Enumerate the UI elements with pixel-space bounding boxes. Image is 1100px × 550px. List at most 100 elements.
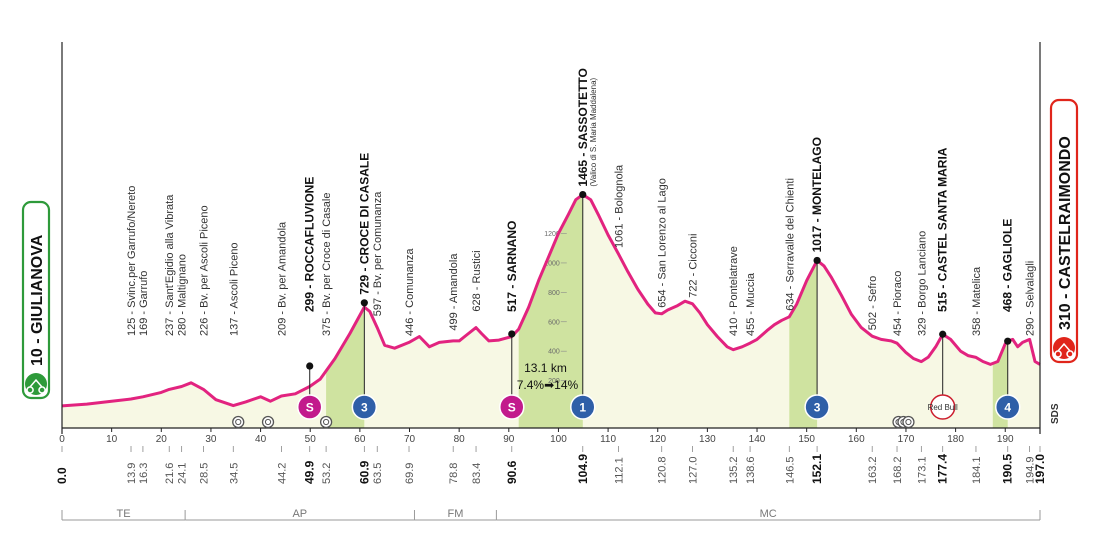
x-tick-label: 160 xyxy=(848,434,865,445)
waypoint-label: 226 - Bv. per Ascoli Piceno xyxy=(199,205,211,336)
altitude-tick-label: 200 xyxy=(548,378,560,385)
waypoint-label-major: 729 - CROCE DI CASALE xyxy=(357,153,371,295)
x-tick-label: 100 xyxy=(550,434,567,445)
altitude-tick-label: 600 xyxy=(548,319,560,326)
waypoint-label-major: 1465 - SASSOTETTO xyxy=(576,68,590,186)
finish-label: 310 - CASTELRAIMONDO xyxy=(1057,136,1074,330)
altitude-tick-label: 1200 xyxy=(544,231,560,238)
kom-category-label: 3 xyxy=(361,401,368,415)
km-marker-label-major: 190.5 xyxy=(1001,454,1015,484)
waypoint-dot xyxy=(813,256,821,265)
climb-fill-3 xyxy=(789,260,818,428)
waypoint-dot xyxy=(939,330,947,338)
km-marker-label: 135.2 xyxy=(728,456,740,484)
brand-logo: SDS xyxy=(1050,403,1061,424)
sprint-badge-icon xyxy=(296,394,323,420)
kom-category-label: 4 xyxy=(1004,401,1011,415)
waypoint-label: 125 - Svinc.per Garrufo/Nereto xyxy=(126,186,138,336)
tunnel-icon xyxy=(319,415,333,429)
tunnel-icon-inner xyxy=(264,418,272,426)
x-tick-label: 0 xyxy=(59,434,65,445)
x-tick-label: 110 xyxy=(600,434,616,445)
kom-category-badge xyxy=(351,394,378,420)
region-label: MC xyxy=(760,508,777,520)
start-plate xyxy=(21,200,51,400)
waypoint-label: 446 - Comunanza xyxy=(404,248,416,336)
start-label: 10 - GIULIANOVA xyxy=(29,234,46,366)
waypoint-label-major: 515 - CASTEL SANTA MARIA xyxy=(936,147,950,312)
tunnel-icon-inner xyxy=(323,418,330,426)
tunnel-icon-inner xyxy=(905,418,912,426)
sprint-badge-label: S xyxy=(508,401,516,415)
redbull-kom-icon xyxy=(929,394,956,420)
waypoint-label: 654 - San Lorenzo al Lago xyxy=(657,178,669,308)
waypoint-label: 410 - Pontelatrave xyxy=(728,246,740,336)
sprint-badge-label: S xyxy=(306,401,314,415)
x-tick-label: 60 xyxy=(354,434,366,445)
waypoint-dot xyxy=(306,362,314,370)
km-marker-label: 16.3 xyxy=(138,463,150,484)
tunnel-icon xyxy=(902,415,915,429)
start-bike-glyph xyxy=(26,378,46,394)
kom-category-badge xyxy=(804,394,830,420)
finish-plate xyxy=(1049,98,1079,364)
km-marker-label: 44.2 xyxy=(276,463,288,484)
waypoint-label: 722 - Cicconi xyxy=(688,234,700,298)
km-marker-label-major: 49.9 xyxy=(303,460,317,484)
waypoint-label-major: 517 - SARNANO xyxy=(505,221,519,312)
km-marker-label-major: 104.9 xyxy=(576,454,590,484)
x-tick-label: 40 xyxy=(255,434,267,445)
tunnel-icon xyxy=(261,415,275,429)
waypoint-dot xyxy=(579,190,587,199)
tunnel-icon xyxy=(232,415,245,429)
region-label: FM xyxy=(447,508,463,520)
waypoint-label-major: 468 - GAGLIOLE xyxy=(1001,219,1015,312)
x-tick-label: 50 xyxy=(305,434,317,445)
km-marker-label-major: 0.0 xyxy=(55,467,69,484)
waypoint-label: 329 - Borgo Lanciano xyxy=(916,231,928,336)
km-marker-label: 173.1 xyxy=(916,456,928,484)
km-marker-label: 13.9 xyxy=(126,463,138,484)
waypoint-label: 280 - Maltignano xyxy=(177,254,189,336)
x-tick-label: 120 xyxy=(649,434,666,445)
km-marker-label: 127.0 xyxy=(688,456,700,484)
km-marker-label: 112.1 xyxy=(614,457,626,484)
waypoint-label: 1061 - Bolognola xyxy=(614,164,626,248)
km-marker-label: 138.6 xyxy=(745,456,757,484)
climb-gradient-label: 7.4%➡14% xyxy=(517,378,579,392)
x-tick-label: 170 xyxy=(898,434,915,445)
finish-cyclist-icon xyxy=(1053,337,1075,359)
km-marker-label: 120.8 xyxy=(657,456,669,484)
climb-fill-2 xyxy=(518,194,583,428)
altitude-tick-label: 1000 xyxy=(544,260,560,267)
waypoint-label-major: 1017 - MONTELAGO xyxy=(810,137,824,252)
waypoint-label: 454 - Pioraco xyxy=(892,271,904,336)
x-tick-label: 70 xyxy=(404,434,416,445)
waypoint-label: 455 - Muccia xyxy=(745,272,757,336)
climb-fill-1 xyxy=(326,307,365,428)
km-marker-label: 63.5 xyxy=(372,463,384,484)
start-cyclist-icon xyxy=(25,373,47,395)
waypoint-label-major: 299 - ROCCAFLUVIONE xyxy=(303,177,317,312)
km-marker-label: 24.1 xyxy=(177,463,189,484)
sprint-badge-icon xyxy=(499,394,525,420)
x-tick-label: 130 xyxy=(699,434,716,445)
waypoint-sublabel: (Valico di S. Maria Maddalena) xyxy=(589,77,598,186)
km-marker-label-major: 60.9 xyxy=(357,460,371,484)
km-marker-label: 168.2 xyxy=(892,456,904,484)
profile-line xyxy=(61,193,1041,408)
altitude-tick-label: 400 xyxy=(548,349,560,356)
x-tick-label: 30 xyxy=(205,434,217,445)
waypoint-label: 209 - Bv. per Amandola xyxy=(276,221,288,336)
km-marker-label-major: 197.0 xyxy=(1033,454,1047,484)
x-tick-label: 190 xyxy=(997,434,1014,445)
waypoint-label: 597 - Bv. per Comunanza xyxy=(372,191,384,316)
waypoint-dot xyxy=(508,330,516,338)
km-marker-label: 146.5 xyxy=(784,456,796,484)
km-marker-label: 184.1 xyxy=(971,456,983,484)
waypoint-label: 375 - Bv. per Croce di Casale xyxy=(321,193,333,336)
km-marker-label: 194.9 xyxy=(1025,456,1037,484)
waypoint-dot xyxy=(360,299,368,307)
waypoint-dot xyxy=(1004,337,1012,345)
